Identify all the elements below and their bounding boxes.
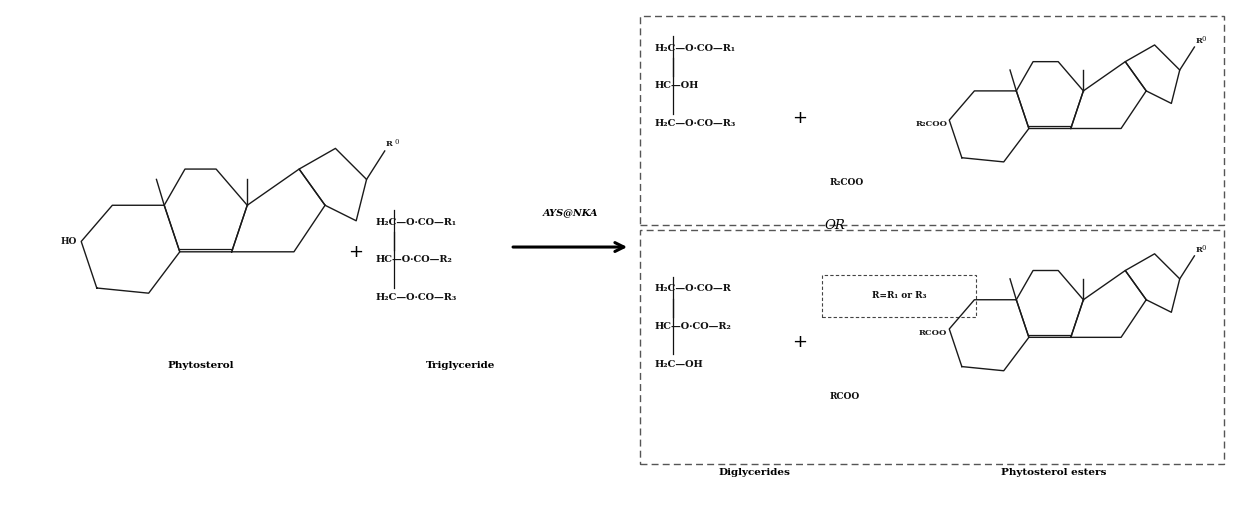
Text: R: R bbox=[386, 140, 393, 149]
Text: Diglycerides: Diglycerides bbox=[719, 468, 791, 477]
Text: Phytosterol: Phytosterol bbox=[167, 361, 234, 371]
Text: RCOO: RCOO bbox=[919, 329, 947, 337]
Text: H₂C—O·CO—R: H₂C—O·CO—R bbox=[655, 284, 732, 294]
Text: +: + bbox=[792, 333, 807, 350]
Text: AYS@NKA: AYS@NKA bbox=[542, 208, 598, 217]
Text: HC—OH: HC—OH bbox=[655, 82, 699, 90]
Text: H₂C—O·CO—R₃: H₂C—O·CO—R₃ bbox=[655, 119, 737, 128]
Text: Triglyceride: Triglyceride bbox=[425, 361, 495, 371]
Text: R=R₁ or R₃: R=R₁ or R₃ bbox=[872, 291, 926, 300]
Text: R: R bbox=[1195, 37, 1202, 45]
Text: +: + bbox=[792, 108, 807, 127]
Text: HC—O·CO—R₂: HC—O·CO—R₂ bbox=[376, 256, 453, 265]
Text: H₂C—O·CO—R₁: H₂C—O·CO—R₁ bbox=[376, 218, 456, 227]
Text: Phytosterol esters: Phytosterol esters bbox=[1002, 468, 1107, 477]
Text: H₂C—OH: H₂C—OH bbox=[655, 360, 703, 369]
Text: RCOO: RCOO bbox=[830, 392, 859, 401]
Text: +: + bbox=[348, 243, 363, 261]
Text: 0: 0 bbox=[1202, 244, 1207, 251]
Text: 0: 0 bbox=[1202, 35, 1207, 43]
Text: R: R bbox=[1195, 246, 1202, 254]
Text: H₂C—O·CO—R₁: H₂C—O·CO—R₁ bbox=[655, 44, 737, 53]
Text: HO: HO bbox=[61, 237, 77, 246]
Text: OR: OR bbox=[825, 219, 844, 232]
Text: H₂C—O·CO—R₃: H₂C—O·CO—R₃ bbox=[376, 293, 456, 302]
Text: HC—O·CO—R₂: HC—O·CO—R₂ bbox=[655, 322, 732, 331]
Text: R₂COO: R₂COO bbox=[915, 120, 947, 128]
Text: 0: 0 bbox=[394, 138, 398, 146]
Text: R₂COO: R₂COO bbox=[830, 178, 864, 187]
